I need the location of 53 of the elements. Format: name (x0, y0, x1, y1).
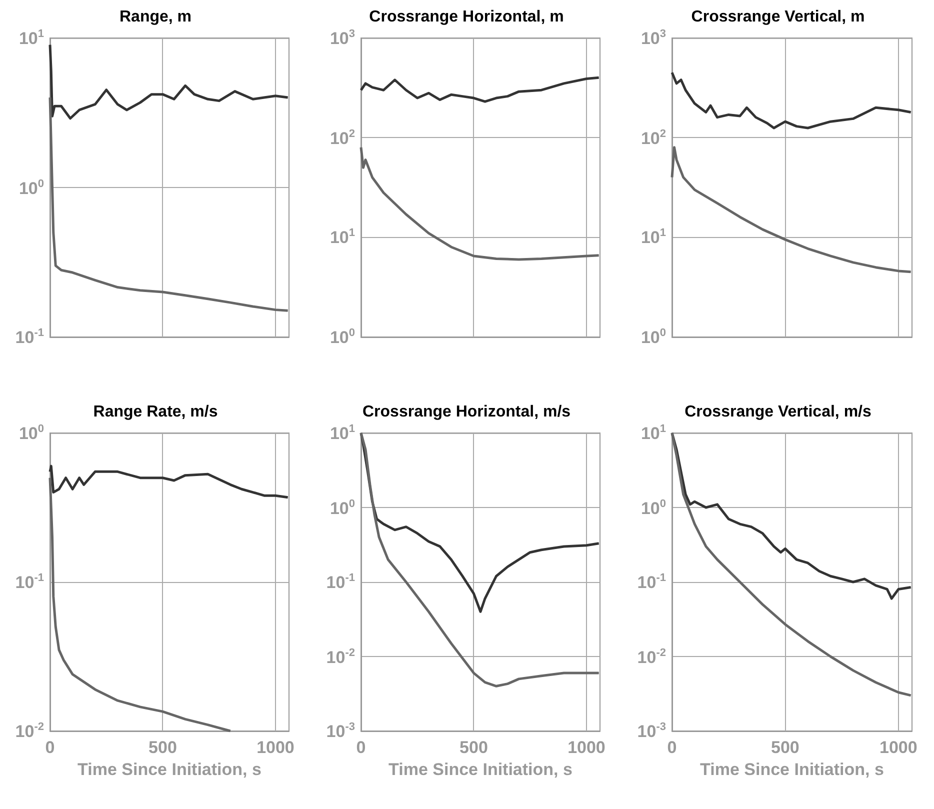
y-tick-label: 10$^{-1}$ (15, 572, 44, 592)
y-tick-label: 10$^{1}$ (640, 423, 666, 443)
y-tick-label: 10$^{2}$ (330, 128, 355, 148)
line-series (670, 71, 912, 130)
line-series (360, 146, 600, 261)
x-tick-label: 1000 (568, 738, 606, 757)
y-tick-label: 10$^{0}$ (640, 327, 666, 347)
y-tick-label: 10$^{1}$ (18, 28, 44, 48)
line-series (48, 464, 290, 499)
chart-title: Crossrange Vertical, m (691, 8, 865, 26)
line-series (360, 76, 600, 103)
line-series (48, 476, 232, 732)
y-tick-label: 10$^{-1}$ (637, 572, 666, 592)
chart-title: Crossrange Horizontal, m/s (362, 404, 571, 420)
x-tick-label: 1000 (880, 738, 918, 757)
y-tick-label: 10$^{0}$ (18, 423, 44, 443)
y-tick-label: 10$^{-2}$ (15, 721, 44, 741)
x-tick-label: 0 (45, 738, 55, 757)
y-tick-label: 10$^{1}$ (640, 228, 666, 248)
chart-title: Range Rate, m/s (93, 404, 218, 420)
chart-title: Crossrange Vertical, m/s (684, 404, 872, 420)
y-tick-label: 10$^{3}$ (640, 28, 666, 48)
y-tick-label: 10$^{1}$ (330, 228, 355, 248)
x-tick-label: 500 (148, 738, 177, 757)
y-tick-label: 10$^{0}$ (330, 327, 355, 347)
y-tick-label: 10$^{-2}$ (326, 646, 355, 666)
x-tick-label: 0 (356, 738, 366, 757)
y-tick-label: 10$^{-3}$ (637, 721, 666, 741)
x-tick-label: 500 (460, 738, 488, 757)
y-tick-label: 10$^{-3}$ (326, 721, 355, 741)
y-tick-label: 10$^{0}$ (330, 498, 355, 518)
y-tick-label: 10$^{1}$ (330, 423, 355, 443)
x-axis-title: Time Since Initiation, s (700, 760, 884, 779)
y-tick-label: 10$^{-2}$ (637, 646, 666, 666)
y-tick-label: 10$^{3}$ (330, 28, 355, 48)
chart-title: Crossrange Horizontal, m (369, 8, 564, 26)
line-series (360, 432, 600, 688)
x-tick-label: 1000 (256, 738, 294, 757)
x-axis-title: Time Since Initiation, s (78, 760, 262, 779)
chart-title: Range, m (119, 8, 192, 26)
y-tick-label: 10$^{2}$ (640, 128, 666, 148)
line-series (670, 432, 912, 697)
y-tick-label: 10$^{0}$ (640, 498, 666, 518)
line-series (48, 96, 290, 312)
line-series (48, 44, 290, 120)
x-tick-label: 0 (667, 738, 677, 757)
y-tick-label: 10$^{-1}$ (326, 572, 355, 592)
x-axis-title: Time Since Initiation, s (388, 760, 572, 779)
y-tick-label: 10$^{-1}$ (15, 327, 44, 347)
line-series (670, 432, 912, 600)
x-tick-label: 500 (771, 738, 800, 757)
line-series (670, 146, 912, 274)
y-tick-label: 10$^{0}$ (18, 178, 44, 198)
